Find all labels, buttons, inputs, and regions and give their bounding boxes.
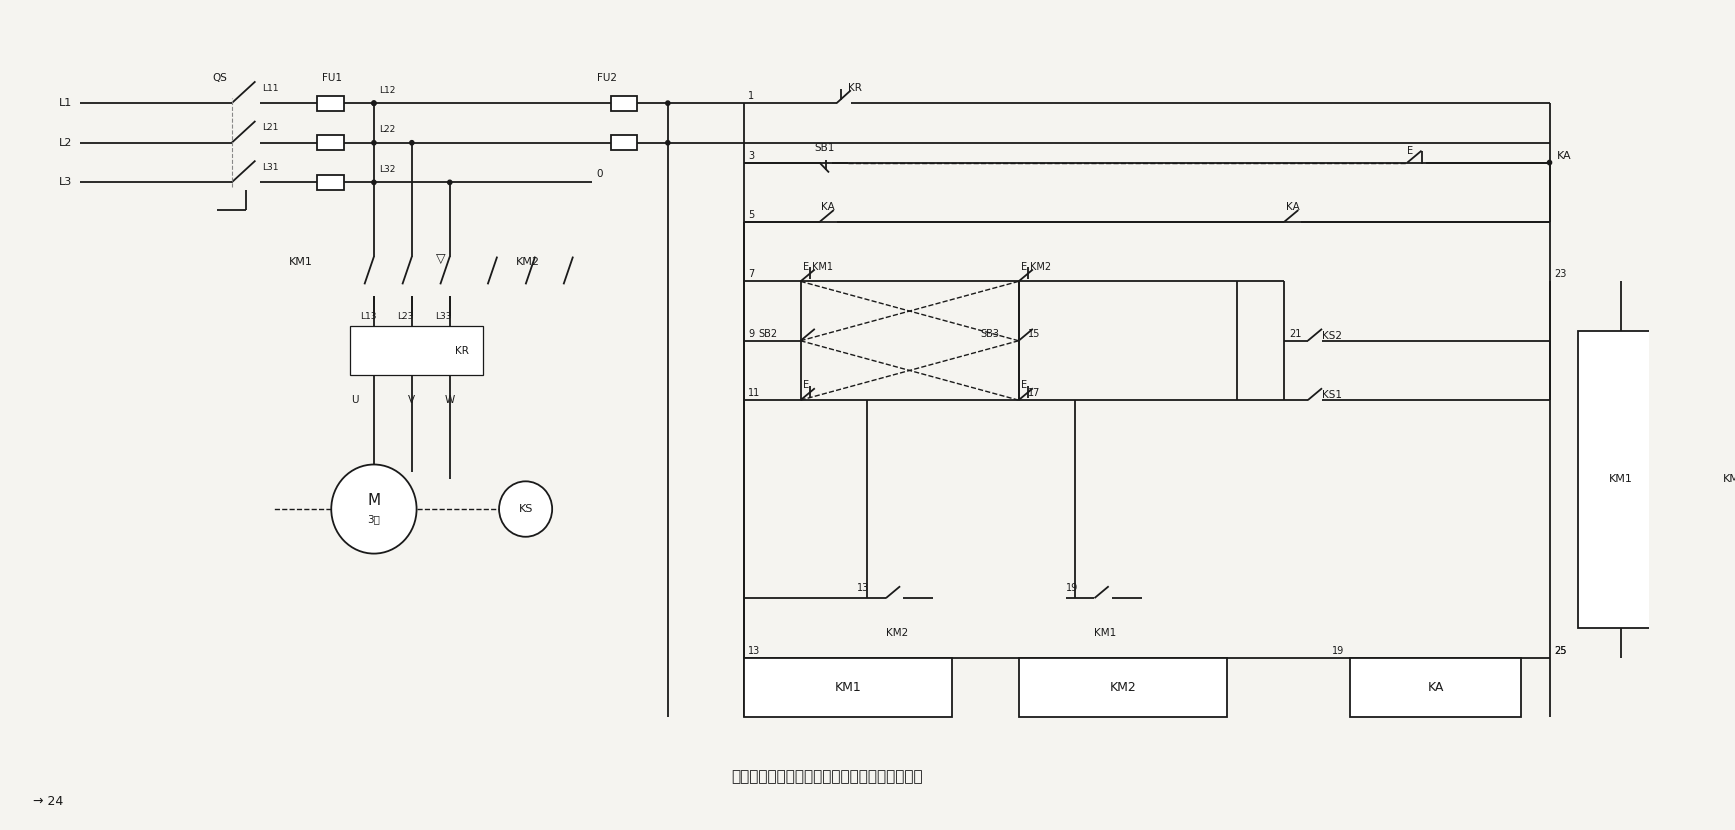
Text: KS2: KS2	[1322, 331, 1341, 341]
Text: E: E	[1022, 380, 1027, 390]
Text: KM2: KM2	[1109, 681, 1136, 694]
Text: QS: QS	[213, 73, 227, 83]
Text: L2: L2	[59, 138, 73, 148]
Bar	[1692, 331, 1735, 627]
Circle shape	[371, 101, 376, 105]
Text: 9: 9	[748, 329, 755, 339]
Text: KR: KR	[848, 83, 862, 93]
Text: 3～: 3～	[368, 514, 380, 524]
Text: KM1: KM1	[1608, 475, 1633, 485]
Text: U: U	[350, 395, 359, 405]
Text: KM1: KM1	[835, 681, 861, 694]
Text: 0: 0	[597, 169, 604, 179]
Bar	[318, 175, 344, 190]
Text: 1: 1	[748, 91, 755, 101]
Bar	[611, 135, 637, 150]
Text: KM1: KM1	[1095, 627, 1117, 637]
Text: 23: 23	[1555, 270, 1567, 280]
Text: 21: 21	[1289, 329, 1301, 339]
Text: 5: 5	[748, 210, 755, 220]
Circle shape	[371, 180, 376, 184]
Text: 3: 3	[748, 150, 755, 161]
Text: ▽: ▽	[435, 252, 446, 265]
Text: 17: 17	[1029, 388, 1041, 398]
Text: KS: KS	[519, 504, 533, 514]
Text: 13: 13	[857, 583, 869, 593]
Text: V: V	[408, 395, 415, 405]
Text: KA: KA	[1286, 203, 1300, 212]
Text: L3: L3	[59, 178, 73, 188]
Bar	[318, 95, 344, 110]
Text: E: E	[1022, 261, 1027, 271]
Text: 13: 13	[748, 646, 760, 656]
Circle shape	[666, 101, 670, 105]
Circle shape	[409, 140, 415, 145]
Text: M: M	[368, 493, 380, 508]
Text: 11: 11	[748, 388, 760, 398]
Bar	[1350, 657, 1522, 717]
Text: SB2: SB2	[758, 329, 777, 339]
Text: KR: KR	[455, 345, 468, 355]
Text: KM2: KM2	[887, 627, 907, 637]
Text: 19: 19	[1331, 646, 1343, 656]
Bar	[318, 135, 344, 150]
Circle shape	[500, 481, 552, 537]
Bar	[1018, 657, 1227, 717]
Text: 19: 19	[1065, 583, 1077, 593]
Text: 基于接触器的双向启动反接制动控制线路（一）: 基于接触器的双向启动反接制动控制线路（一）	[730, 769, 923, 784]
Text: L32: L32	[378, 165, 396, 174]
Text: KM2: KM2	[1031, 261, 1051, 271]
Bar	[611, 95, 637, 110]
Text: E: E	[1407, 146, 1414, 156]
Circle shape	[1548, 160, 1551, 164]
Text: 25: 25	[1555, 646, 1567, 656]
Text: SB3: SB3	[980, 329, 999, 339]
Text: L12: L12	[378, 85, 396, 95]
Text: L13: L13	[359, 311, 376, 320]
Text: KA: KA	[821, 203, 835, 212]
Text: 15: 15	[1029, 329, 1041, 339]
Text: E: E	[803, 380, 810, 390]
Text: L1: L1	[59, 98, 73, 108]
Bar	[744, 657, 953, 717]
Bar	[1577, 331, 1664, 627]
Circle shape	[371, 140, 376, 145]
Text: FU1: FU1	[321, 73, 342, 83]
Text: L11: L11	[262, 84, 279, 93]
Text: KM1: KM1	[288, 256, 312, 266]
Text: L23: L23	[397, 311, 415, 320]
Text: E: E	[803, 261, 810, 271]
Circle shape	[448, 180, 451, 184]
Text: KS1: KS1	[1322, 390, 1341, 400]
Text: 7: 7	[748, 270, 755, 280]
Text: SB1: SB1	[815, 143, 835, 153]
Text: 25: 25	[1555, 646, 1567, 656]
Text: L33: L33	[435, 311, 453, 320]
Text: L22: L22	[378, 125, 396, 134]
Text: W: W	[444, 395, 455, 405]
Circle shape	[331, 465, 416, 554]
Text: KM2: KM2	[1723, 475, 1735, 485]
Text: FU2: FU2	[597, 73, 616, 83]
Text: KM2: KM2	[515, 256, 540, 266]
Circle shape	[666, 140, 670, 145]
Text: L21: L21	[262, 124, 278, 133]
Bar	[350, 326, 482, 375]
Text: L31: L31	[262, 163, 279, 172]
Text: KA: KA	[1556, 150, 1572, 161]
Text: → 24: → 24	[33, 794, 62, 808]
Circle shape	[371, 101, 376, 105]
Text: KA: KA	[1428, 681, 1444, 694]
Text: KM1: KM1	[812, 261, 833, 271]
